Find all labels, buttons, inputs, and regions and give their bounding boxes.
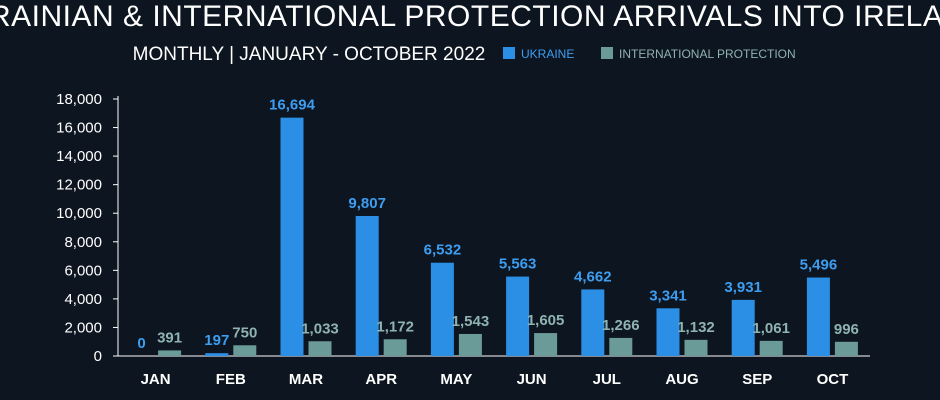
- legend: UKRAINE INTERNATIONAL PROTECTION: [503, 47, 796, 61]
- y-tick-label: 16,000: [56, 120, 102, 137]
- bar-ukraine: [731, 299, 755, 356]
- bar-ukraine: [355, 215, 379, 356]
- bar-international-protection: [383, 339, 407, 356]
- bar-ukraine: [205, 353, 229, 356]
- value-label-ukraine: 3,931: [724, 279, 762, 296]
- x-category-label: AUG: [665, 371, 698, 388]
- bars: [158, 117, 858, 356]
- value-label-international-protection: 1,061: [752, 320, 790, 337]
- chart-title: UKRAINIAN & INTERNATIONAL PROTECTION ARR…: [0, 0, 940, 33]
- value-label-ukraine: 5,563: [499, 256, 537, 273]
- y-tick-label: 6,000: [64, 262, 102, 279]
- bar-international-protection: [233, 345, 257, 356]
- bar-international-protection: [759, 340, 783, 356]
- bar-ukraine: [806, 277, 830, 356]
- value-label-ukraine: 0: [137, 335, 145, 352]
- legend-swatch-international-protection: [601, 47, 613, 59]
- y-tick-label: 2,000: [64, 319, 102, 336]
- value-label-ukraine: 6,532: [424, 242, 462, 259]
- value-label-ukraine: 9,807: [348, 195, 386, 212]
- y-tick-label: 10,000: [56, 205, 102, 222]
- legend-swatch-ukraine: [503, 47, 515, 59]
- legend-label-international-protection: INTERNATIONAL PROTECTION: [619, 47, 796, 61]
- x-category-label: MAY: [440, 371, 472, 388]
- value-label-ukraine: 3,341: [649, 287, 687, 304]
- value-label-international-protection: 1,266: [602, 317, 640, 334]
- bar-ukraine: [656, 308, 680, 356]
- bar-international-protection: [158, 350, 182, 356]
- value-label-international-protection: 1,543: [452, 313, 490, 330]
- value-label-international-protection: 391: [157, 329, 182, 346]
- chart-subtitle: MONTHLY | JANUARY - OCTOBER 2022: [133, 44, 486, 65]
- bar-ukraine: [506, 276, 530, 356]
- bar-international-protection: [308, 341, 332, 356]
- value-label-ukraine: 197: [204, 332, 229, 349]
- x-category-label: OCT: [817, 371, 849, 388]
- x-category-label: APR: [365, 371, 397, 388]
- y-tick-label: 14,000: [56, 148, 102, 165]
- bar-ukraine: [581, 289, 605, 356]
- bar-international-protection: [834, 341, 858, 356]
- legend-label-ukraine: UKRAINE: [521, 47, 574, 61]
- y-tick-label: 18,000: [56, 91, 102, 108]
- bar-international-protection: [609, 337, 633, 356]
- x-category-label: JAN: [141, 371, 171, 388]
- value-label-international-protection: 750: [232, 324, 257, 341]
- x-category-label: MAR: [289, 371, 323, 388]
- bar-international-protection: [684, 339, 708, 356]
- value-label-international-protection: 1,132: [677, 319, 715, 336]
- y-tick-label: 4,000: [64, 291, 102, 308]
- y-tick-label: 12,000: [56, 177, 102, 194]
- y-axis: 0 2,000 4,000 6,000 8,000 10,000 12,000 14,000 1…: [56, 91, 119, 365]
- x-category-label: FEB: [216, 371, 246, 388]
- bar-ukraine: [430, 262, 454, 356]
- value-label-international-protection: 1,605: [527, 312, 565, 329]
- bar-ukraine: [280, 117, 304, 356]
- value-label-ukraine: 16,694: [269, 97, 316, 114]
- value-label-international-protection: 1,172: [376, 318, 414, 335]
- y-tick-label: 0: [94, 348, 102, 365]
- x-axis: JAN FEB MAR APR MAY JUN JUL AUG SEP OCT: [118, 355, 870, 388]
- x-category-label: JUL: [593, 371, 621, 388]
- value-label-ukraine: 5,496: [800, 257, 838, 274]
- x-category-label: SEP: [742, 371, 772, 388]
- value-label-international-protection: 996: [834, 321, 859, 338]
- y-tick-label: 8,000: [64, 234, 102, 251]
- value-labels: 0 391 197 750 16,694 1,033 9,807 1,172 6,532 1,54…: [137, 97, 858, 352]
- value-label-international-protection: 1,033: [301, 320, 339, 337]
- bar-international-protection: [458, 333, 482, 356]
- value-label-ukraine: 4,662: [574, 268, 612, 285]
- bar-international-protection: [534, 333, 558, 356]
- x-category-label: JUN: [517, 371, 547, 388]
